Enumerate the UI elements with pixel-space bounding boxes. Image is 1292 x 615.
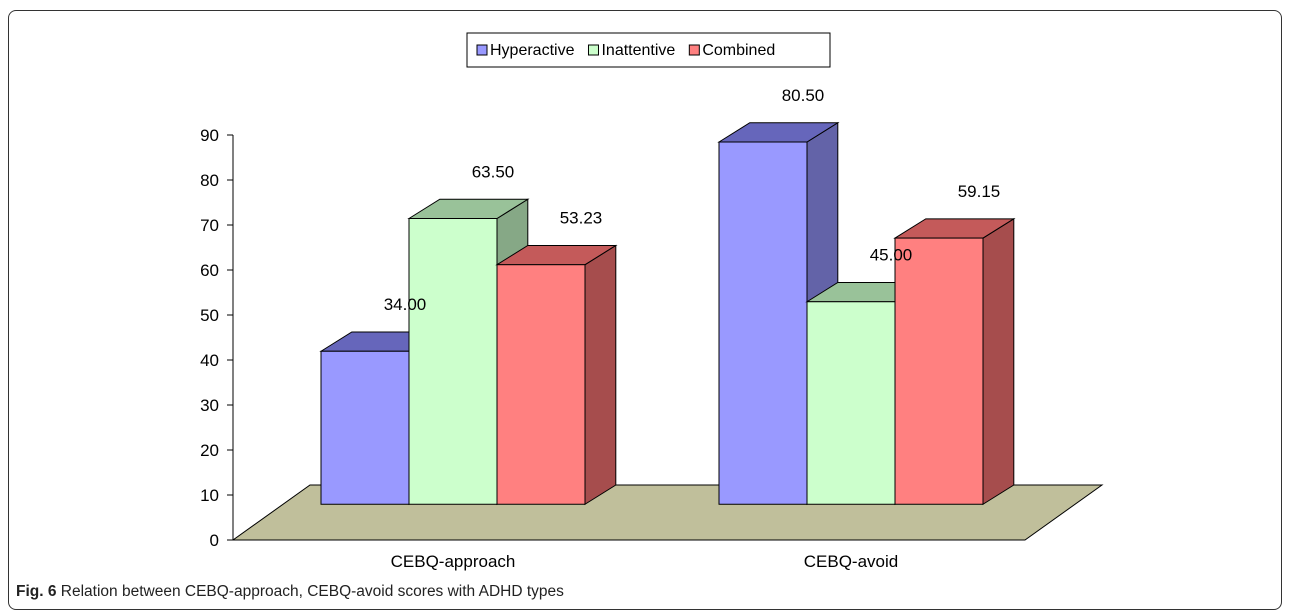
bar-combined-0 — [495, 244, 618, 506]
legend-swatch — [688, 44, 700, 56]
bar-front — [806, 301, 896, 505]
y-tick-label: 80 — [200, 171, 219, 190]
bar-side — [584, 244, 617, 506]
y-tick-label: 40 — [200, 351, 219, 370]
bar-combined-1 — [893, 217, 1016, 506]
legend-label: Hyperactive — [490, 42, 575, 59]
data-label: 34.00 — [384, 295, 427, 314]
y-tick-label: 50 — [200, 306, 219, 325]
data-label: 63.50 — [472, 162, 515, 181]
y-tick-label: 30 — [200, 396, 219, 415]
y-tick-label: 10 — [200, 486, 219, 505]
y-tick-label: 20 — [200, 441, 219, 460]
bar-chart: 0 10 20 30 40 50 60 70 80 90 CEBQ-approach CEBQ-avo… — [200, 32, 1104, 571]
legend-box — [466, 32, 831, 68]
caption-label: Fig. 6 — [16, 583, 57, 600]
x-category-label: CEBQ-approach — [391, 552, 516, 571]
bar-front — [408, 218, 498, 505]
x-category-label: CEBQ-avoid — [804, 552, 898, 571]
y-tick-label: 70 — [200, 216, 219, 235]
bar-side — [982, 217, 1015, 506]
y-tick-label: 0 — [210, 531, 219, 550]
data-label: 53.23 — [560, 208, 603, 227]
legend-swatch — [476, 44, 488, 56]
bar-front — [496, 264, 586, 505]
bar-front — [894, 237, 984, 505]
data-label: 45.00 — [870, 246, 913, 265]
y-tick-label: 60 — [200, 261, 219, 280]
caption-text: Relation between CEBQ-approach, CEBQ-avo… — [56, 583, 564, 600]
bar-front — [320, 350, 410, 505]
figure-frame — [8, 10, 1282, 610]
bar-front — [718, 141, 808, 505]
y-tick-label: 90 — [200, 126, 219, 145]
legend-label: Combined — [702, 42, 775, 59]
data-label: 59.15 — [958, 182, 1001, 201]
legend-label: Inattentive — [601, 42, 675, 59]
data-label: 80.50 — [782, 86, 825, 105]
legend-swatch — [587, 44, 599, 56]
figure-caption: Fig. 6 Relation between CEBQ-approach, C… — [16, 583, 564, 601]
